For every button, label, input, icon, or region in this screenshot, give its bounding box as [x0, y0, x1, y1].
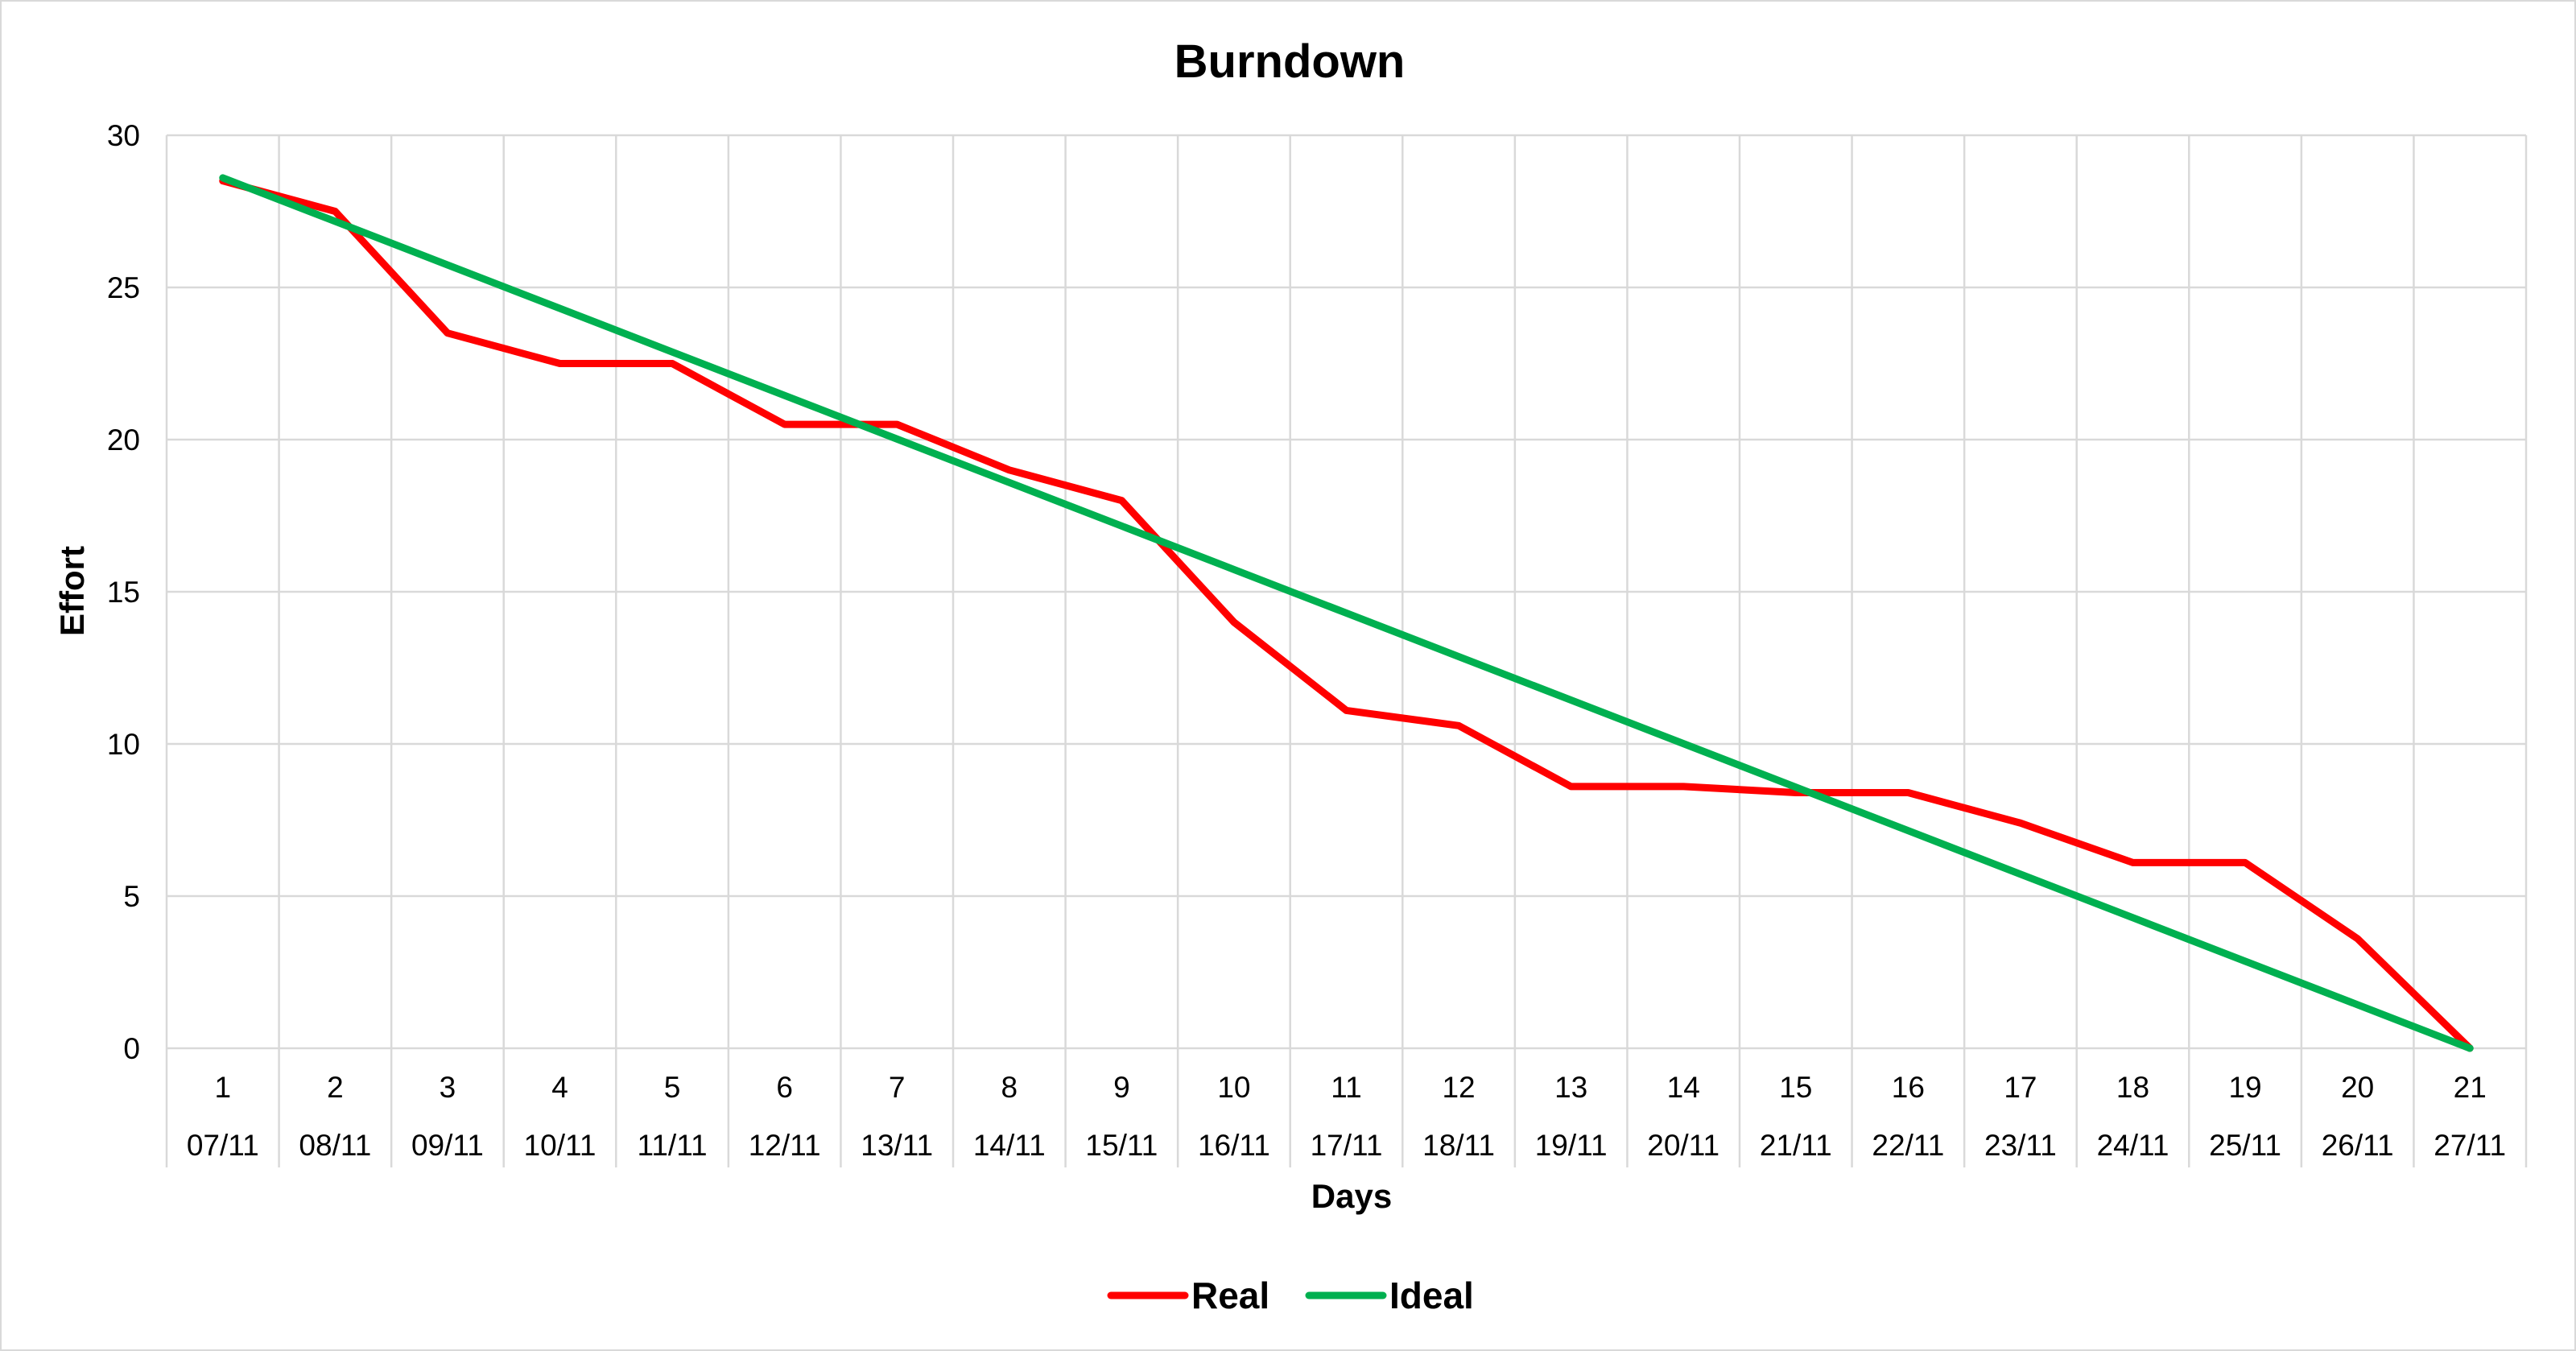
legend-label: Ideal	[1389, 1275, 1474, 1316]
legend-label: Real	[1191, 1275, 1269, 1316]
x-tick-label-date: 12/11	[749, 1129, 821, 1162]
x-tick-label-day: 17	[2004, 1071, 2037, 1104]
grid	[165, 134, 2528, 1167]
series-line-real	[219, 177, 2474, 1052]
x-tick-label-day: 15	[1779, 1071, 1812, 1104]
x-tick-label-date: 27/11	[2434, 1129, 2506, 1162]
legend-item-real: Real	[1107, 1275, 1269, 1316]
x-tick-label-day: 9	[1113, 1071, 1130, 1104]
x-tick-label-date: 17/11	[1311, 1129, 1383, 1162]
legend: Real Ideal	[1107, 1275, 1474, 1316]
x-tick-label-day: 20	[2341, 1071, 2374, 1104]
x-tick-label-date: 23/11	[1984, 1129, 2057, 1162]
x-tick-label-day: 10	[1217, 1071, 1250, 1104]
x-tick-label-date: 22/11	[1872, 1129, 1944, 1162]
x-tick-label-day: 12	[1442, 1071, 1475, 1104]
x-tick-label-date: 24/11	[2097, 1129, 2169, 1162]
x-tick-label-date: 13/11	[861, 1129, 933, 1162]
x-tick-label-day: 1	[214, 1071, 231, 1104]
x-tick-label-day: 13	[1554, 1071, 1587, 1104]
x-tick-label-date: 19/11	[1535, 1129, 1608, 1162]
x-tick-label-day: 4	[551, 1071, 568, 1104]
x-tick-label-day: 14	[1667, 1071, 1700, 1104]
x-tick-label-date: 15/11	[1085, 1129, 1158, 1162]
x-tick-label-date: 10/11	[524, 1129, 597, 1162]
x-tick-label-day: 19	[2228, 1071, 2261, 1104]
series-line-ideal	[219, 174, 2474, 1052]
y-tick-label: 15	[107, 576, 140, 609]
series-lines	[219, 174, 2474, 1052]
chart-title: Burndown	[1174, 35, 1406, 88]
x-tick-label-date: 20/11	[1647, 1129, 1719, 1162]
x-tick-label-day: 6	[776, 1071, 793, 1104]
x-tick-label-date: 08/11	[299, 1129, 371, 1162]
x-tick-label-day: 21	[2454, 1071, 2487, 1104]
y-tick-label: 20	[107, 423, 140, 457]
x-tick-label-day: 3	[440, 1071, 456, 1104]
x-tick-label-day: 5	[664, 1071, 681, 1104]
y-tick-label: 10	[107, 728, 140, 761]
x-tick-label-date: 11/11	[638, 1129, 708, 1162]
x-tick-label-date: 07/11	[187, 1129, 259, 1162]
y-tick-label: 0	[123, 1032, 140, 1065]
y-tick-label: 25	[107, 271, 140, 304]
x-tick-label-day: 16	[1892, 1071, 1925, 1104]
x-tick-label-date: 09/11	[411, 1129, 484, 1162]
y-tick-label: 5	[123, 880, 140, 913]
y-tick-label: 30	[107, 119, 140, 152]
y-axis-title: Effort	[53, 546, 91, 636]
x-tick-label-date: 26/11	[2322, 1129, 2394, 1162]
x-tick-label-date: 16/11	[1198, 1129, 1270, 1162]
x-tick-label-day: 18	[2116, 1071, 2149, 1104]
legend-item-ideal: Ideal	[1305, 1275, 1474, 1316]
x-tick-label-date: 18/11	[1422, 1129, 1495, 1162]
x-tick-label-date: 25/11	[2209, 1129, 2281, 1162]
x-tick-label-date: 21/11	[1760, 1129, 1832, 1162]
x-tick-label-day: 2	[327, 1071, 344, 1104]
x-tick-label-day: 7	[889, 1071, 906, 1104]
x-tick-label-day: 8	[1001, 1071, 1018, 1104]
axis-labels: 0 5 10 15 20 25 30 1 07/11 2 08/11 3 09/11 4 10/11 5 11/…	[107, 119, 2506, 1162]
x-tick-label-day: 11	[1331, 1071, 1361, 1104]
x-axis-title: Days	[1311, 1177, 1392, 1215]
x-tick-label-date: 14/11	[973, 1129, 1046, 1162]
